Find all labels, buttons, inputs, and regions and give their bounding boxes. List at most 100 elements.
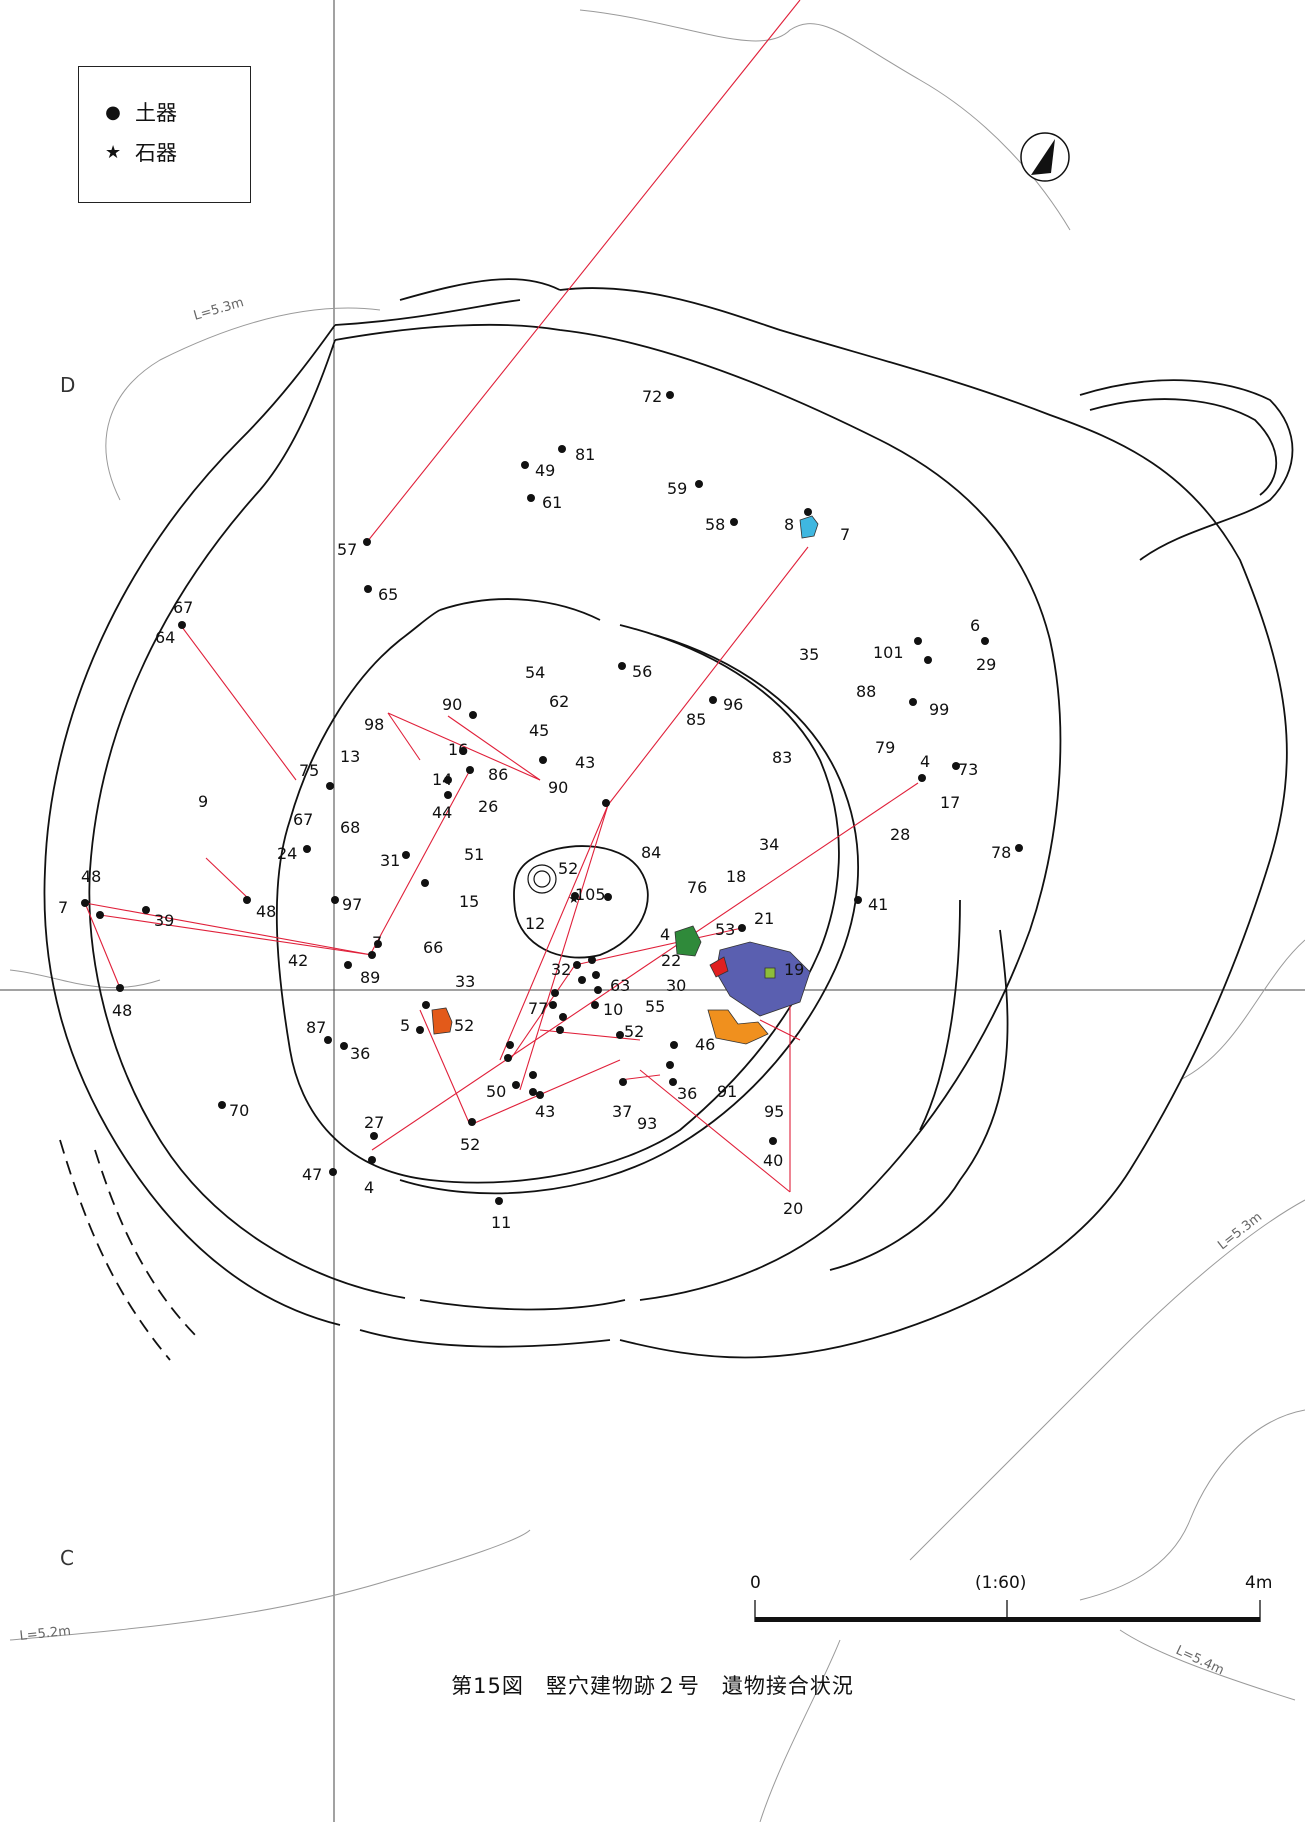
artifact-number: 4	[660, 925, 670, 944]
artifact-number: 14	[432, 770, 452, 789]
artifact-number: 36	[350, 1044, 370, 1063]
artifact-number: 79	[875, 738, 895, 757]
artifact-number: 16	[448, 740, 468, 759]
legend-box: ● 土器 ★ 石器	[78, 66, 251, 203]
artifact-number: 6	[970, 616, 980, 635]
join-lines	[84, 0, 919, 1193]
artifact-number: 32	[551, 960, 571, 979]
artifact-number: 65	[378, 585, 398, 604]
artifact-number: 105	[575, 885, 606, 904]
artifact-number: 52	[454, 1016, 474, 1035]
artifact-number: 48	[81, 867, 101, 886]
colored-fragments	[431, 515, 819, 1045]
grid-label-c: C	[60, 1546, 74, 1570]
pit-outlines	[43, 278, 1294, 1359]
artifact-number: 87	[306, 1018, 326, 1037]
dashed-arcs	[59, 1139, 201, 1361]
artifact-number: 81	[575, 445, 595, 464]
artifact-number: 4	[920, 752, 930, 771]
artifact-number: 54	[525, 663, 545, 682]
artifact-number: 40	[763, 1151, 783, 1170]
artifact-number: 93	[637, 1114, 657, 1133]
artifact-number: 78	[991, 843, 1011, 862]
legend-stone-label: 石器	[135, 141, 177, 165]
artifact-number: 86	[488, 765, 508, 784]
artifact-number: 98	[364, 715, 384, 734]
artifact-number: 56	[632, 662, 652, 681]
artifact-number: 17	[940, 793, 960, 812]
artifact-number: 13	[340, 747, 360, 766]
contour-label: L=5.3m	[1215, 1210, 1265, 1254]
artifact-number: 18	[726, 867, 746, 886]
artifact-number: 55	[645, 997, 665, 1016]
artifact-number: 83	[772, 748, 792, 767]
artifact-number: 91	[717, 1082, 737, 1101]
artifact-number: 88	[856, 682, 876, 701]
north-arrow-icon	[1020, 132, 1070, 182]
artifact-number: 7	[58, 898, 68, 917]
artifact-number: 97	[342, 895, 362, 914]
artifact-number: 52	[624, 1022, 644, 1041]
artifact-number: 59	[667, 479, 687, 498]
artifact-number: 4	[364, 1178, 374, 1197]
contour-label: L=5.2m	[19, 1624, 72, 1644]
artifact-number: 53	[715, 920, 735, 939]
artifact-number: 37	[612, 1102, 632, 1121]
artifact-number: 31	[380, 851, 400, 870]
artifact-number: 64	[155, 628, 175, 647]
artifact-number: 21	[754, 909, 774, 928]
artifact-number: 15	[459, 892, 479, 911]
artifact-number: 52	[558, 859, 578, 878]
artifact-number: 45	[529, 721, 549, 740]
hearth	[527, 864, 557, 894]
artifact-number: 62	[549, 692, 569, 711]
artifact-number: 8	[784, 515, 794, 534]
artifact-number: 48	[256, 902, 276, 921]
artifact-number: 84	[641, 843, 661, 862]
artifact-number: 95	[764, 1102, 784, 1121]
artifact-number: 101	[873, 643, 904, 662]
artifact-number: 57	[337, 540, 357, 559]
artifact-number: 61	[542, 493, 562, 512]
artifact-number: 24	[277, 844, 297, 863]
terrain-contours	[9, 9, 1305, 1822]
scale-end: 4m	[1245, 1573, 1272, 1593]
scale-ratio: (1:60)	[975, 1573, 1026, 1593]
artifact-number: 28	[890, 825, 910, 844]
artifact-number: 90	[442, 695, 462, 714]
legend-pottery-label: 土器	[135, 101, 177, 125]
artifact-number: 12	[525, 914, 545, 933]
legend-pottery: ● 土器	[105, 97, 177, 127]
figure-caption: 第15図 竪穴建物跡２号 遺物接合状況	[451, 1674, 854, 1698]
artifact-number: 27	[364, 1113, 384, 1132]
artifact-number: 63	[610, 976, 630, 995]
artifact-number: 43	[535, 1102, 555, 1121]
artifact-number: 34	[759, 835, 779, 854]
artifact-number: 67	[293, 810, 313, 829]
artifact-number: 67	[173, 598, 193, 617]
artifact-number: 75	[299, 761, 319, 780]
artifact-number: 76	[687, 878, 707, 897]
artifact-number: 42	[288, 951, 308, 970]
artifact-number: 70	[229, 1101, 249, 1120]
artifact-number: 89	[360, 968, 380, 987]
artifact-number: 7	[840, 525, 850, 544]
artifact-number: 90	[548, 778, 568, 797]
artifact-number: 5	[400, 1016, 410, 1035]
stone-star-icon: ★	[105, 141, 122, 163]
artifact-number: 68	[340, 818, 360, 837]
artifact-number: 50	[486, 1082, 506, 1101]
artifact-number: 36	[677, 1084, 697, 1103]
artifact-number: 77	[528, 999, 548, 1018]
artifact-number: 72	[642, 387, 662, 406]
contour-label: L=5.3m	[192, 295, 246, 324]
artifact-number: 19	[784, 960, 804, 979]
artifact-number: 85	[686, 710, 706, 729]
artifact-number: 20	[783, 1199, 803, 1218]
artifact-number: 33	[455, 972, 475, 991]
artifact-number: 7	[372, 933, 382, 952]
artifact-number: 26	[478, 797, 498, 816]
artifact-number: 41	[868, 895, 888, 914]
artifact-number: 99	[929, 700, 949, 719]
